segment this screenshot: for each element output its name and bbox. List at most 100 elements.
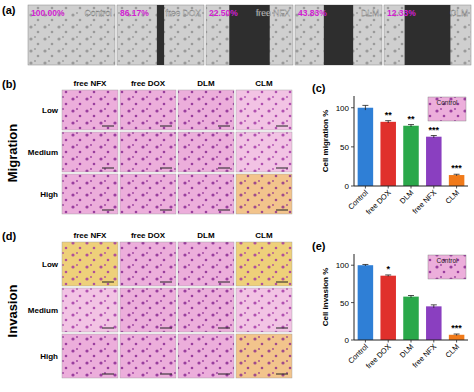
micrograph	[178, 242, 234, 286]
y-tick-label: 0	[345, 182, 350, 191]
column-header: CLM	[255, 231, 273, 240]
wound-percent: 86.17%	[120, 8, 149, 18]
scale-bar	[102, 168, 114, 169]
column-header: DLM	[197, 231, 215, 240]
micrograph	[236, 174, 292, 214]
significance: **	[407, 114, 415, 124]
scale-bar	[160, 282, 172, 283]
row-label: Medium	[28, 148, 58, 157]
scale-bar	[276, 374, 288, 375]
column-header: DLM	[197, 79, 215, 88]
micrograph	[236, 334, 292, 378]
y-axis-label: Cell invasion %	[321, 268, 330, 327]
micrograph	[236, 288, 292, 332]
y-tick-label: 100	[336, 261, 350, 270]
x-axis	[354, 186, 468, 187]
error-bar	[454, 174, 460, 176]
y-tick-label: 100	[336, 104, 350, 113]
bar	[449, 175, 465, 186]
bar	[403, 297, 419, 340]
x-tick-label: free DOX	[364, 188, 392, 216]
y-axis-label: Cell migration %	[321, 110, 330, 173]
error-cap	[431, 135, 437, 136]
scale-bar	[102, 282, 114, 283]
wound-percent: 22.50%	[209, 8, 238, 18]
error-cap	[431, 304, 437, 305]
scale-bar	[218, 168, 230, 169]
scale-bar	[218, 374, 230, 375]
micrograph	[178, 90, 234, 130]
error-cap	[362, 105, 368, 106]
y-tick-label: 0	[345, 336, 350, 345]
panel-label: (c)	[312, 82, 326, 94]
panel-label: (a)	[2, 4, 16, 16]
error-line	[365, 105, 366, 110]
condition-name: CLM	[450, 8, 468, 18]
scale-bar	[218, 282, 230, 283]
scale-bar	[218, 210, 230, 211]
error-bar	[408, 296, 414, 298]
row-label: High	[40, 352, 58, 361]
condition-name: DLM	[361, 8, 379, 18]
column-header: free NFX	[74, 231, 108, 240]
error-bar	[454, 334, 460, 335]
micrograph	[62, 288, 118, 332]
bar	[358, 108, 374, 186]
panel-label: (b)	[2, 78, 16, 90]
scale-bar	[160, 328, 172, 329]
y-tick	[351, 186, 354, 187]
inset-image	[428, 97, 466, 121]
x-tick-label: DLM	[398, 188, 416, 206]
x-tick-label: free NFX	[411, 342, 439, 370]
micrograph	[62, 174, 118, 214]
bar	[358, 265, 374, 340]
wound-percent: 43.83%	[298, 8, 327, 18]
micrograph	[120, 132, 176, 172]
error-bar	[362, 264, 368, 265]
column-header: free DOX	[131, 79, 166, 88]
micrograph	[178, 288, 234, 332]
significance: ***	[429, 125, 440, 135]
wound-image	[206, 5, 293, 65]
scale-bar	[160, 126, 172, 127]
column-header: CLM	[255, 79, 273, 88]
scale-bar	[102, 126, 114, 127]
micrograph	[236, 242, 292, 286]
panel-label: (e)	[312, 240, 326, 252]
wound-image	[295, 5, 382, 65]
y-tick	[351, 265, 354, 266]
bar	[403, 126, 419, 186]
wound-image	[28, 5, 115, 65]
bar	[380, 276, 396, 340]
error-cap	[385, 120, 391, 121]
significance: ***	[451, 323, 462, 333]
x-tick-label: DLM	[398, 342, 416, 360]
micrograph	[120, 174, 176, 214]
error-line	[433, 305, 434, 308]
error-bar	[385, 275, 391, 276]
grid-title: Migration	[5, 124, 20, 183]
column-header: free DOX	[131, 231, 166, 240]
inset-label: Control	[437, 99, 459, 106]
error-bar	[408, 125, 414, 127]
scale-bar	[276, 126, 288, 127]
scale-bar	[160, 168, 172, 169]
micrograph	[62, 132, 118, 172]
error-cap	[408, 124, 414, 125]
micrograph	[120, 334, 176, 378]
micrograph	[178, 132, 234, 172]
wound-percent: 12.33%	[387, 8, 416, 18]
micrograph	[236, 132, 292, 172]
error-bar	[431, 305, 437, 308]
scale-bar	[102, 328, 114, 329]
scale-bar	[102, 374, 114, 375]
scale-bar	[276, 210, 288, 211]
error-bar	[385, 121, 391, 123]
y-tick	[351, 107, 354, 108]
error-bar	[362, 105, 368, 110]
scale-bar	[160, 210, 172, 211]
inset-label: Control	[437, 257, 459, 264]
micrograph	[236, 90, 292, 130]
wound-percent: 100.00%	[31, 8, 65, 18]
scale-bar	[218, 126, 230, 127]
